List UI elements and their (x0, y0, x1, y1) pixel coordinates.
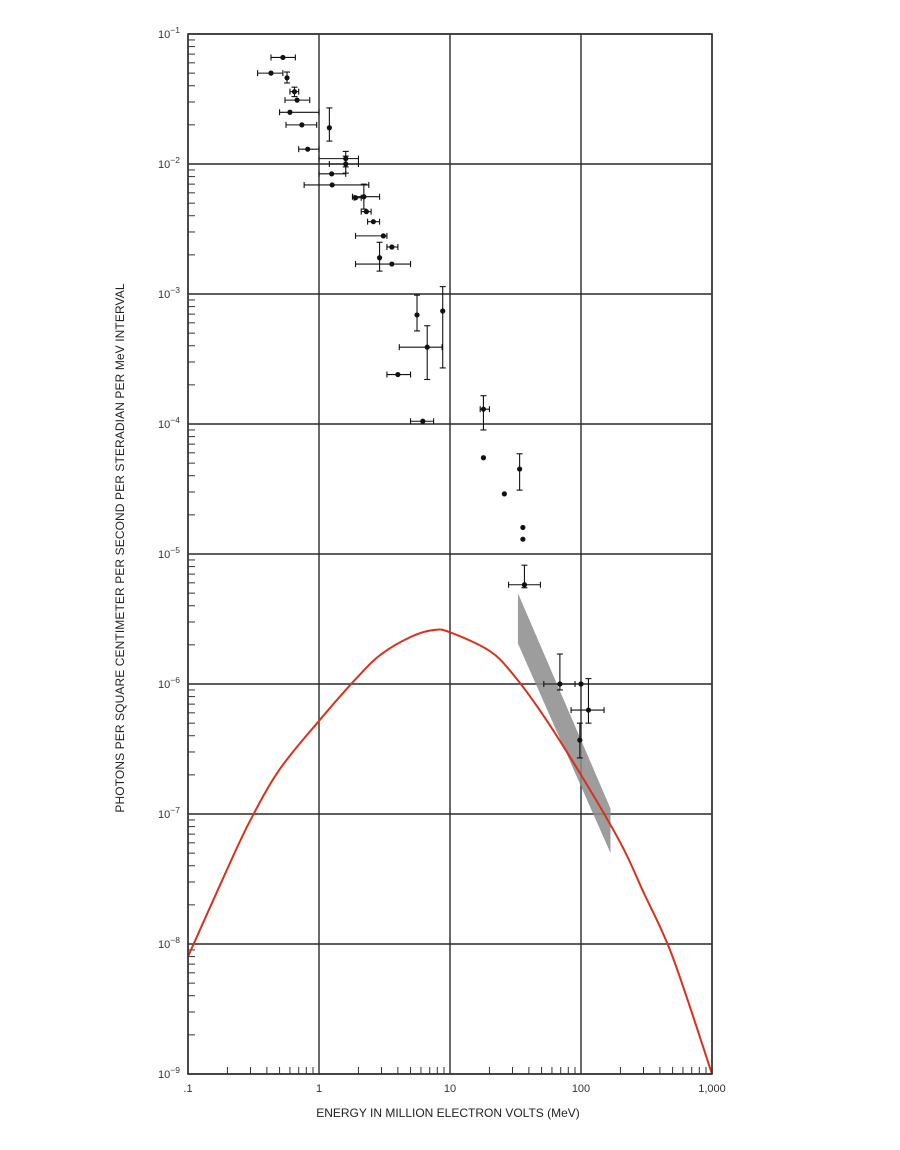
data-point (367, 218, 381, 225)
y-tick-label: 10−3 (158, 285, 180, 301)
x-tick-label: .1 (183, 1083, 192, 1095)
data-point (386, 243, 399, 250)
plot-frame (187, 33, 713, 1075)
data-point (257, 70, 284, 77)
data-point (520, 524, 526, 531)
data-point (508, 564, 541, 589)
data-point (354, 232, 388, 239)
data-point (414, 294, 421, 332)
y-tick-label: 10−7 (158, 805, 180, 821)
y-tick-label: 10−5 (158, 545, 180, 561)
data-point (398, 325, 443, 381)
data-point (386, 371, 412, 378)
data-point (284, 71, 291, 84)
y-tick-label: 10−4 (158, 415, 180, 431)
data-point (326, 107, 333, 142)
data-point (501, 491, 507, 497)
curve-path (187, 628, 713, 1075)
shaded-band (517, 593, 611, 854)
data-point (576, 722, 583, 759)
minor-ticks (188, 39, 707, 1074)
grid-lines (187, 33, 713, 1075)
x-tick-label: 1 (316, 1083, 322, 1095)
data-point (376, 241, 383, 272)
data-point (352, 194, 362, 201)
data-point (351, 183, 381, 210)
data-point (354, 261, 412, 268)
x-tick-label: 10 (444, 1083, 456, 1095)
y-tick-label: 10−1 (158, 25, 180, 41)
y-tick-label: 10−8 (158, 935, 180, 951)
data-point (570, 678, 605, 724)
data-point (298, 146, 320, 153)
y-tick-label: 10−2 (158, 155, 180, 171)
band-polygon (517, 593, 611, 854)
data-points (257, 54, 605, 759)
red-theory-curve (187, 628, 713, 1075)
data-point (410, 418, 435, 425)
data-point (328, 155, 359, 174)
data-point (479, 395, 490, 431)
data-point (480, 455, 487, 461)
data-point (318, 170, 347, 177)
data-point (516, 453, 523, 491)
y-tick-label: 10−6 (158, 675, 180, 691)
data-point (270, 54, 296, 61)
y-tick-labels: 10−1 10−2 10−3 10−4 10−5 10−6 10−7 10−8 10−9 (158, 25, 180, 1081)
data-point (439, 286, 446, 369)
y-tick-label: 10−9 (158, 1065, 180, 1081)
x-tick-label: 100 (572, 1083, 590, 1095)
data-point (543, 653, 576, 691)
x-tick-labels: .1 1 10 100 1,000 (183, 1083, 725, 1095)
x-tick-label: 1,000 (698, 1083, 726, 1095)
data-point (279, 109, 320, 116)
data-point (520, 536, 526, 542)
y-axis-label: PHOTONS PER SQUARE CENTIMETER PER SECOND… (113, 283, 127, 813)
data-point (284, 97, 311, 104)
data-point (360, 208, 372, 215)
data-point (578, 681, 584, 687)
data-point (285, 121, 318, 128)
data-point (289, 86, 300, 98)
data-point (303, 181, 370, 188)
x-axis-label: ENERGY IN MILLION ELECTRON VOLTS (MeV) (316, 1106, 580, 1120)
